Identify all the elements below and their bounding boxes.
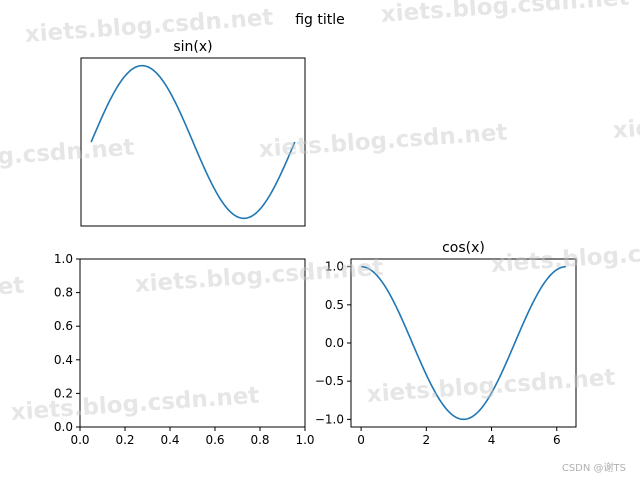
y-tick-label: 0.6 <box>54 319 73 333</box>
axes-title: cos(x) <box>442 240 485 256</box>
figure-suptitle: fig title <box>295 12 345 28</box>
axes-title: sin(x) <box>173 39 212 55</box>
x-tick-label: 2 <box>423 433 431 447</box>
credit-label: CSDN @谢TS <box>561 463 626 474</box>
series-line <box>90 64 296 220</box>
x-tick-label: 0.8 <box>250 433 269 447</box>
axes-frame <box>79 258 306 428</box>
x-tick-label: 1.0 <box>295 433 314 447</box>
x-tick-label: 4 <box>488 433 496 447</box>
y-tick-label: 0.4 <box>54 353 73 367</box>
series-line <box>361 265 567 421</box>
x-tick-label: 0.2 <box>115 433 134 447</box>
y-tick-label: 0.0 <box>54 420 73 434</box>
x-tick-label: 0 <box>357 433 365 447</box>
axes-frame <box>80 57 306 227</box>
y-tick-label: −1.0 <box>315 412 344 426</box>
y-tick-label: −0.5 <box>315 374 344 388</box>
y-tick-label: 1.0 <box>54 252 73 266</box>
x-tick-label: 0.4 <box>160 433 179 447</box>
x-tick-label: 0.0 <box>70 433 89 447</box>
y-tick-label: 0.0 <box>325 336 344 350</box>
y-tick-label: 1.0 <box>325 260 344 274</box>
y-tick-label: 0.2 <box>54 386 73 400</box>
x-tick-label: 6 <box>553 433 561 447</box>
axes-frame <box>350 258 577 428</box>
y-tick-label: 0.5 <box>325 298 344 312</box>
y-tick-label: 0.8 <box>54 286 73 300</box>
x-tick-label: 0.6 <box>205 433 224 447</box>
